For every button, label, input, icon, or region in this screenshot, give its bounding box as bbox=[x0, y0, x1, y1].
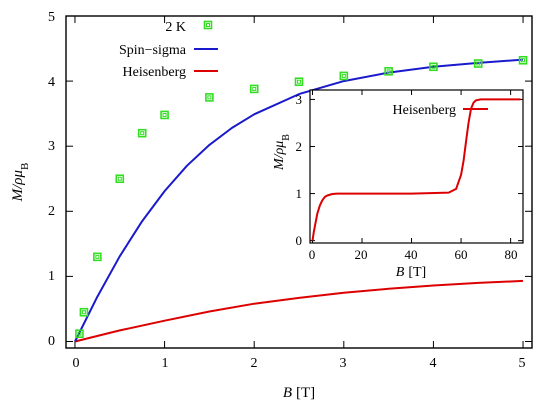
legend-label-spin-sigma: Spin−sigma bbox=[119, 43, 187, 58]
marker-outer bbox=[205, 93, 214, 102]
main-y-tick-label: 0 bbox=[48, 334, 55, 349]
inset-series-line-heisenberg bbox=[311, 98, 521, 241]
marker-inner bbox=[162, 112, 167, 117]
data-point-2k bbox=[518, 55, 528, 65]
data-point-2k bbox=[473, 59, 483, 68]
marker-outer bbox=[473, 59, 483, 68]
inset-y-axis-sub: B bbox=[281, 134, 292, 141]
data-point-2k bbox=[384, 67, 393, 76]
series-line-spin-sigma bbox=[74, 58, 524, 342]
marker-outer bbox=[339, 71, 349, 81]
marker-inner bbox=[386, 69, 391, 74]
inset-x-tick-label: 60 bbox=[455, 247, 468, 262]
marker-outer bbox=[160, 110, 169, 120]
legend-label-heisenberg: Heisenberg bbox=[123, 65, 187, 80]
data-point-2k bbox=[294, 77, 304, 87]
inset-plot-frame bbox=[309, 89, 524, 244]
inset-y-tick-label: 1 bbox=[296, 186, 303, 201]
data-point-2k bbox=[249, 84, 259, 94]
data-point-2k bbox=[115, 174, 125, 184]
main-x-tick-label: 5 bbox=[519, 356, 526, 371]
main-y-tick-label: 1 bbox=[48, 269, 55, 284]
main-x-axis-var: B bbox=[283, 385, 292, 401]
marker-inner bbox=[252, 86, 257, 91]
marker-outer bbox=[79, 307, 89, 317]
marker-outer bbox=[93, 252, 102, 262]
marker-outer bbox=[137, 128, 147, 138]
data-point-2k bbox=[205, 93, 214, 102]
marker-outer bbox=[429, 62, 438, 72]
main-y-axis-sub: B bbox=[19, 163, 31, 170]
data-point-2k bbox=[93, 252, 102, 262]
inset-x-axis-unit: [T] bbox=[408, 265, 426, 280]
marker-outer bbox=[384, 67, 393, 76]
main-plot-frame bbox=[65, 15, 533, 349]
marker-inner bbox=[117, 176, 122, 181]
inset-legend: Heisenberg bbox=[393, 103, 488, 118]
main-y-tick-label: 5 bbox=[48, 10, 55, 25]
data-point-2k bbox=[160, 110, 169, 120]
main-x-tick-label: 3 bbox=[340, 356, 347, 371]
main-x-axis-label: B [T] bbox=[283, 385, 315, 401]
main-x-tick-label: 0 bbox=[73, 356, 80, 371]
main-y-tick-label: 4 bbox=[48, 75, 55, 90]
inset-x-tick-label: 40 bbox=[405, 247, 418, 262]
marker-inner bbox=[431, 64, 436, 69]
data-point-2k bbox=[339, 71, 349, 81]
marker-inner bbox=[341, 73, 346, 78]
inset-y-tick-label: 0 bbox=[296, 233, 303, 248]
main-y-axis-main: M/ρμ bbox=[10, 170, 26, 203]
series-line-heisenberg bbox=[74, 279, 524, 343]
data-point-2k bbox=[79, 307, 89, 317]
legend-marker-2k bbox=[203, 20, 213, 30]
inset-x-tick-label: 80 bbox=[505, 247, 518, 262]
marker-inner bbox=[521, 58, 526, 63]
marker-outer bbox=[518, 55, 528, 65]
main-y-axis-label: M/ρμB bbox=[10, 163, 31, 203]
data-point-2k bbox=[75, 329, 84, 338]
data-point-2k bbox=[137, 128, 147, 138]
main-x-tick-label: 4 bbox=[430, 356, 437, 371]
inset-y-axis-label: M/ρμB bbox=[272, 134, 292, 171]
inset-background bbox=[310, 90, 523, 243]
inset-x-axis-label: B [T] bbox=[396, 265, 426, 280]
marker-outer bbox=[115, 174, 125, 184]
main-legend: 2 K Spin−sigma Heisenberg bbox=[119, 20, 218, 80]
marker-outer bbox=[294, 77, 304, 87]
marker-inner bbox=[81, 310, 86, 315]
marker-inner bbox=[77, 331, 82, 336]
inset-y-tick-label: 2 bbox=[296, 139, 303, 154]
main-x-tick-label: 1 bbox=[162, 356, 169, 371]
marker-inner bbox=[207, 95, 212, 100]
main-y-tick-label: 3 bbox=[48, 139, 55, 154]
inset-x-tick-label: 0 bbox=[309, 247, 316, 262]
marker-inner bbox=[476, 61, 481, 66]
marker-outer bbox=[75, 329, 84, 338]
data-point-2k bbox=[429, 62, 438, 72]
inset-x-tick-label: 20 bbox=[355, 247, 368, 262]
legend-label-2k: 2 K bbox=[165, 20, 186, 35]
legend-marker-2k-inner bbox=[206, 23, 210, 27]
marker-outer bbox=[249, 84, 259, 94]
inset-legend-label-heisenberg: Heisenberg bbox=[393, 103, 457, 118]
marker-inner bbox=[95, 254, 100, 259]
inset-series-layer bbox=[311, 98, 521, 241]
inset-y-tick-label: 3 bbox=[296, 92, 303, 107]
main-x-tick-label: 2 bbox=[251, 356, 258, 371]
marker-inner bbox=[297, 79, 301, 84]
inset-x-axis-var: B bbox=[396, 265, 405, 280]
main-series-layer bbox=[74, 55, 528, 343]
inset-y-axis-main: M/ρμ bbox=[272, 141, 287, 171]
main-x-axis-unit: [T] bbox=[296, 385, 315, 401]
marker-inner bbox=[140, 131, 145, 136]
main-y-tick-label: 2 bbox=[48, 204, 55, 219]
